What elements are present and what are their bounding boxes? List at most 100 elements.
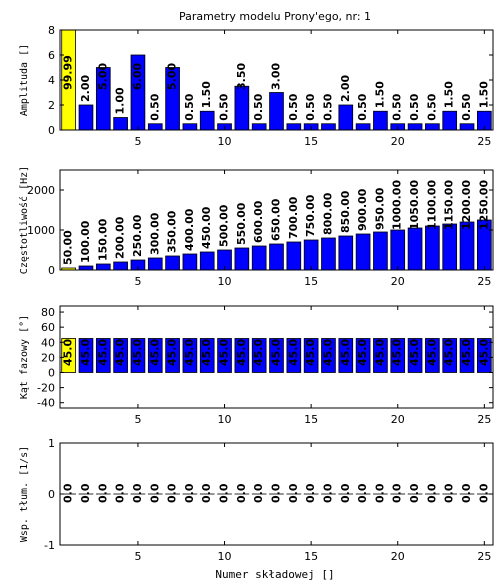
value-label: 45.0 bbox=[304, 339, 317, 366]
value-label: 0.50 bbox=[425, 93, 438, 120]
bar bbox=[130, 338, 146, 373]
value-label: 0.0 bbox=[62, 483, 75, 503]
value-label: 550.00 bbox=[235, 202, 248, 245]
x-tick-label: 10 bbox=[218, 413, 232, 426]
bar bbox=[355, 233, 371, 270]
value-label: 850.00 bbox=[339, 190, 352, 233]
bar bbox=[78, 338, 94, 373]
x-tick-label: 5 bbox=[134, 550, 141, 563]
value-label: 750.00 bbox=[304, 194, 317, 237]
value-label: 800.00 bbox=[321, 192, 334, 235]
value-label: 45.0 bbox=[270, 339, 283, 366]
bar bbox=[442, 223, 458, 270]
bar bbox=[459, 123, 475, 130]
bar bbox=[217, 338, 232, 373]
bar bbox=[165, 255, 180, 270]
x-tick-label: 20 bbox=[391, 413, 405, 426]
value-label: 0.50 bbox=[183, 93, 196, 120]
bar bbox=[269, 338, 284, 373]
bar bbox=[78, 104, 94, 130]
value-label: 0.0 bbox=[148, 483, 161, 503]
bar bbox=[355, 338, 371, 373]
value-label: 0.0 bbox=[252, 483, 265, 503]
plot-area: 45.0 45.0 45.0 45.0 45.0 45.0 45.0 45.0 45.0 45.0… bbox=[61, 338, 492, 373]
value-label: 400.00 bbox=[183, 208, 196, 251]
y-tick-label: 40 bbox=[41, 336, 55, 349]
bar bbox=[425, 123, 440, 130]
bar bbox=[477, 338, 492, 373]
value-label: 1200.00 bbox=[460, 180, 473, 230]
value-label: 45.0 bbox=[443, 339, 456, 366]
value-label: 0.0 bbox=[443, 483, 456, 503]
bar bbox=[338, 338, 354, 373]
bar bbox=[425, 225, 440, 270]
value-label: 45.0 bbox=[356, 339, 369, 366]
value-label: 0.50 bbox=[287, 93, 300, 120]
value-label: 0.0 bbox=[235, 483, 248, 503]
value-label: 0.0 bbox=[373, 483, 386, 503]
bar bbox=[95, 263, 111, 270]
value-label: 45.0 bbox=[425, 339, 438, 366]
bar bbox=[147, 338, 163, 373]
value-label: 0.50 bbox=[304, 93, 317, 120]
value-label: 45.0 bbox=[391, 339, 404, 366]
value-label: 500.00 bbox=[218, 204, 231, 247]
bar bbox=[217, 249, 232, 270]
value-label: 250.00 bbox=[131, 214, 144, 257]
x-tick-label: 20 bbox=[391, 135, 405, 148]
y-tick-label: 2000 bbox=[27, 184, 55, 197]
value-label: 650.00 bbox=[270, 198, 283, 241]
value-label: 5.00 bbox=[96, 63, 109, 90]
y-tick-label: 2 bbox=[48, 99, 55, 112]
value-label: 0.0 bbox=[391, 483, 404, 503]
x-tick-label: 15 bbox=[304, 550, 318, 563]
bar bbox=[321, 123, 336, 130]
value-label: 0.0 bbox=[218, 483, 231, 503]
value-label: 0.0 bbox=[339, 483, 352, 503]
bar bbox=[269, 92, 284, 130]
value-label: 2.00 bbox=[79, 75, 92, 102]
bar bbox=[373, 110, 388, 130]
value-label: 0.0 bbox=[270, 483, 283, 503]
value-label: 45.0 bbox=[79, 339, 92, 366]
bar bbox=[338, 235, 354, 270]
value-label: 0.50 bbox=[218, 93, 231, 120]
value-label: 3.50 bbox=[235, 63, 248, 90]
bar bbox=[407, 338, 423, 373]
bar bbox=[61, 338, 76, 373]
bar bbox=[61, 30, 76, 130]
y-tick-label: 1000 bbox=[27, 224, 55, 237]
value-label: 45.0 bbox=[166, 339, 179, 366]
bar bbox=[477, 219, 492, 270]
bar bbox=[269, 243, 284, 270]
y-axis-label: Częstotliwość [Hz] bbox=[18, 166, 30, 274]
value-label: 45.0 bbox=[321, 339, 334, 366]
y-tick-label: -40 bbox=[37, 397, 55, 410]
value-label: 50.00 bbox=[62, 230, 75, 265]
bar bbox=[390, 229, 406, 270]
value-label: 0.0 bbox=[183, 483, 196, 503]
x-tick-label: 20 bbox=[391, 275, 405, 288]
bar bbox=[182, 123, 198, 130]
bar bbox=[425, 338, 440, 373]
y-tick-label: 0 bbox=[48, 488, 55, 501]
bar bbox=[165, 338, 180, 373]
bar bbox=[442, 338, 458, 373]
bar bbox=[130, 259, 146, 270]
value-label: 950.00 bbox=[373, 187, 386, 230]
value-label: 45.0 bbox=[460, 339, 473, 366]
y-axis-label: Amplituda [] bbox=[19, 44, 30, 116]
value-label: 0.0 bbox=[79, 483, 92, 503]
bar bbox=[286, 241, 302, 270]
value-label: 45.0 bbox=[339, 339, 352, 366]
value-label: 45.0 bbox=[131, 339, 144, 366]
bar bbox=[234, 85, 250, 130]
bar bbox=[373, 231, 388, 270]
bar bbox=[477, 110, 492, 130]
y-tick-label: 4 bbox=[48, 74, 55, 87]
value-label: 150.00 bbox=[96, 218, 109, 261]
y-tick-label: 80 bbox=[41, 306, 55, 319]
value-label: 5.00 bbox=[166, 63, 179, 90]
